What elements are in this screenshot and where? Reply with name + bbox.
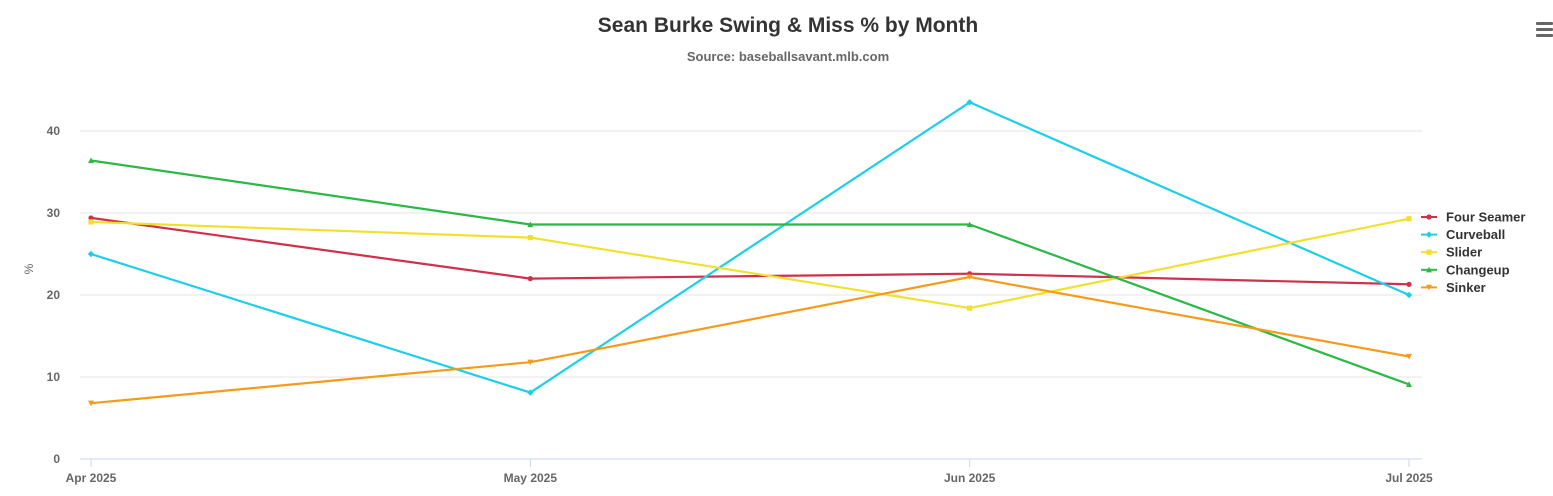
hamburger-menu-icon[interactable]: [1530, 18, 1553, 40]
legend-label: Slider: [1446, 245, 1482, 260]
legend-marker: [1426, 284, 1432, 291]
grid-lines: [80, 130, 1422, 378]
series-line[interactable]: [89, 159, 1411, 386]
legend-marker: [1426, 214, 1432, 220]
chart-subtitle: Source: baseballsavant.mlb.com: [687, 49, 889, 64]
series-line[interactable]: [89, 216, 1411, 286]
y-axis: 0 10 20 30 40: [47, 124, 61, 466]
data-point[interactable]: [1406, 353, 1412, 360]
legend: Four Seamer Curveball Slider Changeup Sinker: [1421, 210, 1525, 295]
x-axis: Apr 2025 May 2025 Jun 2025 Jul 2025: [66, 458, 1433, 485]
data-point[interactable]: [527, 389, 534, 396]
y-axis-title: %: [22, 263, 36, 274]
data-point[interactable]: [1406, 381, 1412, 387]
data-point[interactable]: [527, 359, 534, 366]
data-point[interactable]: [88, 157, 94, 164]
legend-label: Curveball: [1446, 227, 1505, 242]
legend-item[interactable]: Sinker: [1421, 280, 1486, 295]
legend-item[interactable]: Slider: [1421, 245, 1482, 260]
y-tick-label: 0: [53, 452, 60, 466]
data-point[interactable]: [967, 305, 973, 311]
data-point[interactable]: [88, 215, 94, 221]
series-area: [87, 99, 1413, 407]
data-point[interactable]: [87, 250, 95, 258]
data-point[interactable]: [88, 219, 94, 225]
x-tick-label: May 2025: [504, 471, 558, 485]
data-point[interactable]: [966, 221, 973, 228]
y-tick-label: 40: [47, 124, 61, 138]
data-point[interactable]: [1406, 216, 1412, 222]
data-point[interactable]: [966, 274, 973, 280]
chart-title: Sean Burke Swing & Miss % by Month: [598, 14, 978, 37]
x-tick-label: Jul 2025: [1385, 471, 1433, 485]
legend-label: Changeup: [1446, 262, 1510, 277]
data-point[interactable]: [966, 99, 973, 106]
data-point[interactable]: [527, 276, 533, 282]
series-line[interactable]: [89, 217, 1411, 310]
y-tick-label: 30: [47, 206, 61, 220]
data-point[interactable]: [1405, 291, 1413, 299]
series-sinker: [88, 274, 1412, 407]
legend-marker: [1426, 249, 1432, 255]
legend-item[interactable]: Changeup: [1421, 262, 1510, 277]
data-point[interactable]: [1406, 281, 1412, 287]
legend-item[interactable]: Curveball: [1421, 227, 1505, 242]
legend-marker: [1425, 231, 1433, 238]
series-line[interactable]: [89, 275, 1411, 405]
data-point[interactable]: [88, 400, 94, 407]
series-changeup: [88, 157, 1412, 387]
legend-item[interactable]: Four Seamer: [1421, 210, 1525, 225]
legend-marker: [1426, 266, 1432, 273]
legend-label: Sinker: [1446, 280, 1486, 295]
series-four-seamer: [88, 215, 1412, 287]
data-point[interactable]: [527, 221, 534, 228]
series-curveball: [87, 99, 1413, 396]
y-tick-label: 20: [47, 288, 61, 302]
legend-label: Four Seamer: [1446, 210, 1525, 225]
x-tick-label: Jun 2025: [944, 471, 996, 485]
data-point[interactable]: [527, 235, 533, 241]
series-line[interactable]: [89, 101, 1411, 394]
x-tick-label: Apr 2025: [66, 471, 117, 485]
series-slider: [88, 216, 1412, 311]
y-tick-label: 10: [47, 370, 61, 384]
